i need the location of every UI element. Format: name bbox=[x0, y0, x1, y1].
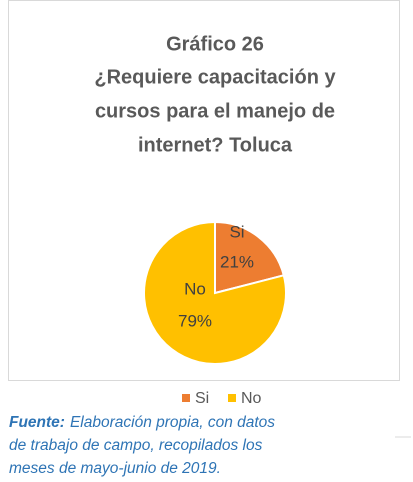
source-line: de trabajo de campo, recopilados los bbox=[9, 437, 263, 454]
source-text: Elaboración propia, con datos bbox=[70, 414, 275, 431]
data-label: 79% bbox=[178, 311, 212, 330]
legend-label: Si bbox=[195, 390, 209, 407]
data-label-category: Si bbox=[229, 222, 244, 241]
pie-slice bbox=[143, 220, 287, 365]
chart-title: ¿Requiere capacitación y bbox=[94, 66, 336, 88]
data-label-category: No bbox=[184, 279, 206, 298]
legend-swatch bbox=[228, 394, 236, 402]
legend-swatch bbox=[182, 394, 190, 402]
source-line: meses de mayo-junio de 2019. bbox=[9, 460, 221, 477]
legend-label: No bbox=[241, 390, 262, 407]
chart-title: cursos para el manejo de bbox=[95, 100, 335, 122]
pie-slice bbox=[214, 220, 285, 295]
source-line: Fuente: Elaboración propia, con datos bbox=[9, 414, 275, 431]
chart-title: Gráfico 26 bbox=[166, 33, 264, 55]
source-label: Fuente: bbox=[9, 414, 65, 431]
chart-title: internet? Toluca bbox=[138, 134, 293, 156]
data-label: 21% bbox=[220, 252, 254, 271]
